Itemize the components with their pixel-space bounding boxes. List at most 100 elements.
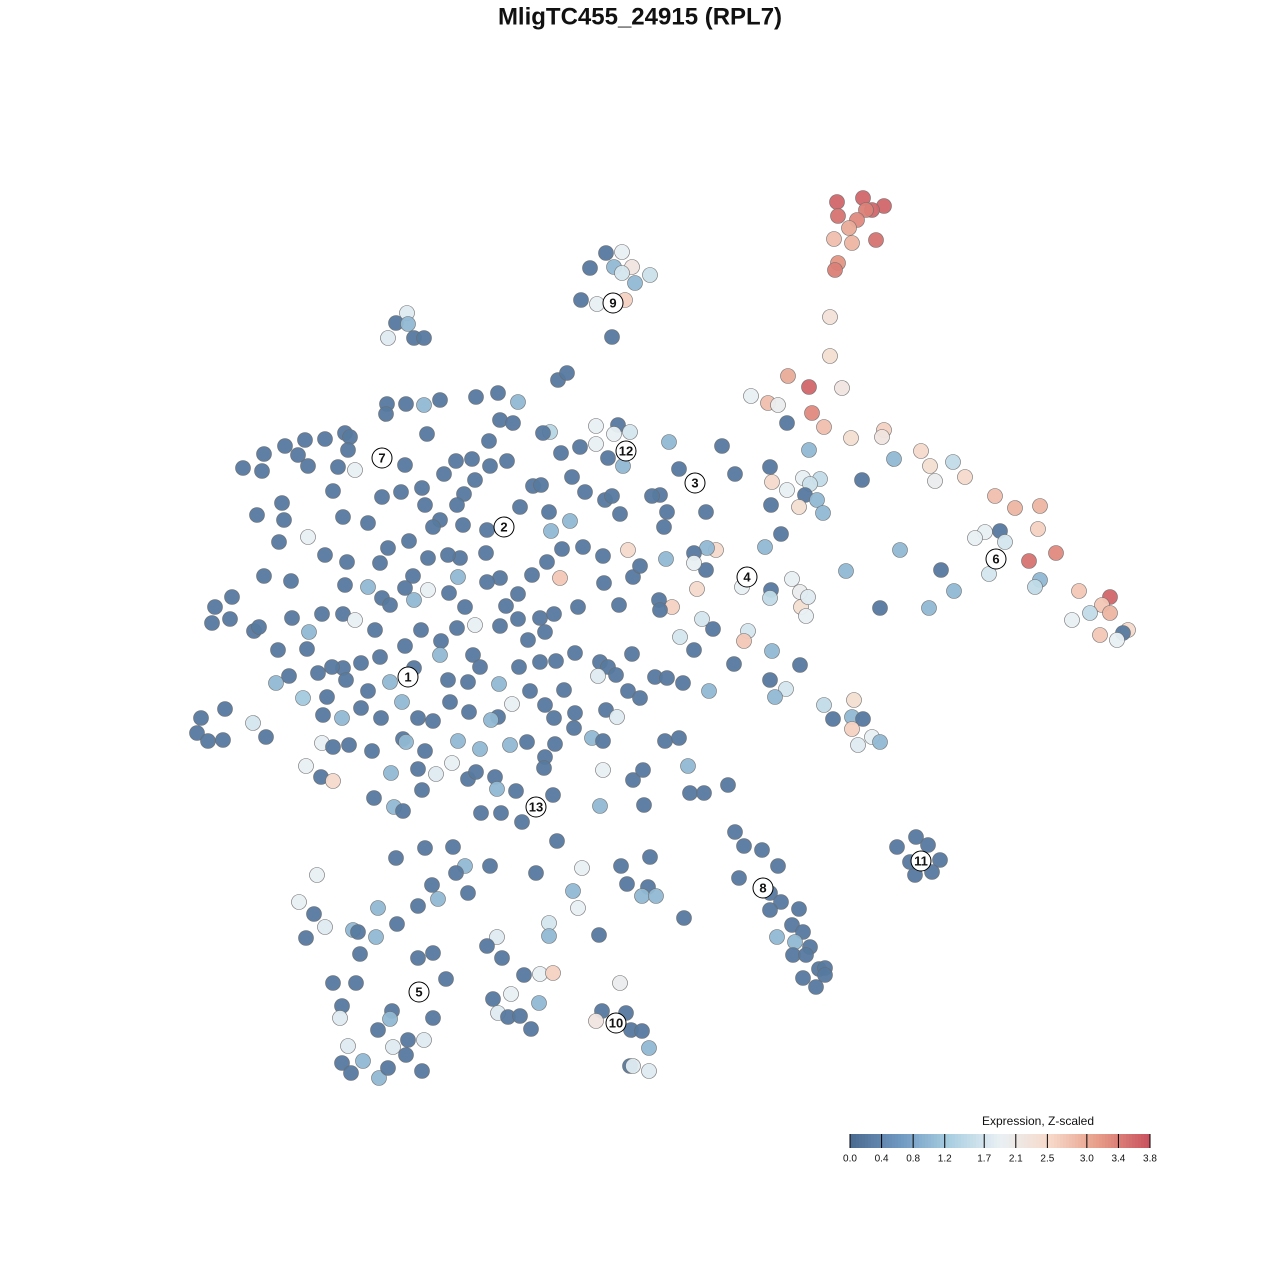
point	[1071, 583, 1087, 599]
point	[614, 265, 630, 281]
colorbar-segment	[958, 1134, 962, 1148]
colorbar-segment	[973, 1134, 977, 1148]
point	[389, 916, 405, 932]
point	[383, 765, 399, 781]
point	[400, 316, 416, 332]
point	[374, 489, 390, 505]
point	[1102, 605, 1118, 621]
chart-title: MligTC455_24915 (RPL7)	[498, 3, 782, 30]
point	[207, 599, 223, 615]
point	[360, 683, 376, 699]
colorbar-segment	[1108, 1134, 1112, 1148]
colorbar-segment	[1123, 1134, 1127, 1148]
colorbar-segment	[1063, 1134, 1067, 1148]
colorbar-segment	[904, 1134, 908, 1148]
colorbar-segment	[1141, 1134, 1145, 1148]
point	[297, 432, 313, 448]
point	[588, 1013, 604, 1029]
point	[461, 704, 477, 720]
point	[933, 562, 949, 578]
colorbar-segment	[961, 1134, 965, 1148]
colorbar-segment	[859, 1134, 863, 1148]
point	[334, 1055, 350, 1071]
point	[295, 690, 311, 706]
point	[341, 737, 357, 753]
point	[306, 906, 322, 922]
point	[780, 368, 796, 384]
point	[317, 431, 333, 447]
point	[350, 924, 366, 940]
cluster-label-badge	[752, 877, 774, 899]
cluster-label-badge	[397, 666, 419, 688]
point	[200, 733, 216, 749]
point	[394, 694, 410, 710]
point	[556, 682, 572, 698]
point	[274, 495, 290, 511]
colorbar-segment	[907, 1134, 911, 1148]
point	[644, 488, 660, 504]
point	[457, 599, 473, 615]
point	[548, 653, 564, 669]
point	[482, 458, 498, 474]
point	[767, 689, 783, 705]
point	[682, 785, 698, 801]
point	[460, 674, 476, 690]
point	[503, 986, 519, 1002]
point	[367, 622, 383, 638]
point	[372, 649, 388, 665]
point	[401, 533, 417, 549]
point	[642, 267, 658, 283]
point	[414, 782, 430, 798]
colorbar-segment	[1033, 1134, 1037, 1148]
point	[634, 888, 650, 904]
point	[410, 761, 426, 777]
cluster-label: 3	[691, 475, 698, 490]
point	[499, 453, 515, 469]
point	[736, 838, 752, 854]
point	[398, 1047, 414, 1063]
point	[648, 888, 664, 904]
point	[808, 979, 824, 995]
point	[574, 860, 590, 876]
colorbar-segment	[1054, 1134, 1058, 1148]
colorbar-segment	[937, 1134, 941, 1148]
point	[612, 975, 628, 991]
point	[562, 513, 578, 529]
point	[382, 1011, 398, 1027]
point	[442, 694, 458, 710]
point	[762, 672, 778, 688]
point	[1082, 605, 1098, 621]
point	[512, 1008, 528, 1024]
point	[373, 710, 389, 726]
point	[779, 482, 795, 498]
colorbar-segment	[1039, 1134, 1043, 1148]
point	[370, 1022, 386, 1038]
point	[489, 781, 505, 797]
point	[591, 927, 607, 943]
point	[764, 643, 780, 659]
point	[596, 575, 612, 591]
point	[791, 901, 807, 917]
point	[438, 971, 454, 987]
point	[473, 805, 489, 821]
cluster-label-badge	[493, 516, 515, 538]
point	[424, 877, 440, 893]
point	[347, 462, 363, 478]
colorbar-tick-label: 0.4	[875, 1154, 889, 1165]
point	[368, 929, 384, 945]
colorbar-segment	[1048, 1134, 1052, 1148]
point	[908, 829, 924, 845]
colorbar-segment	[1000, 1134, 1004, 1148]
point	[838, 563, 854, 579]
point	[317, 547, 333, 563]
point	[554, 541, 570, 557]
point	[315, 707, 331, 723]
point	[410, 710, 426, 726]
point	[686, 555, 702, 571]
point	[634, 1023, 650, 1039]
point	[608, 667, 624, 683]
colorbar-tick-label: 3.4	[1111, 1154, 1125, 1165]
point	[921, 600, 937, 616]
point	[519, 734, 535, 750]
point	[671, 730, 687, 746]
